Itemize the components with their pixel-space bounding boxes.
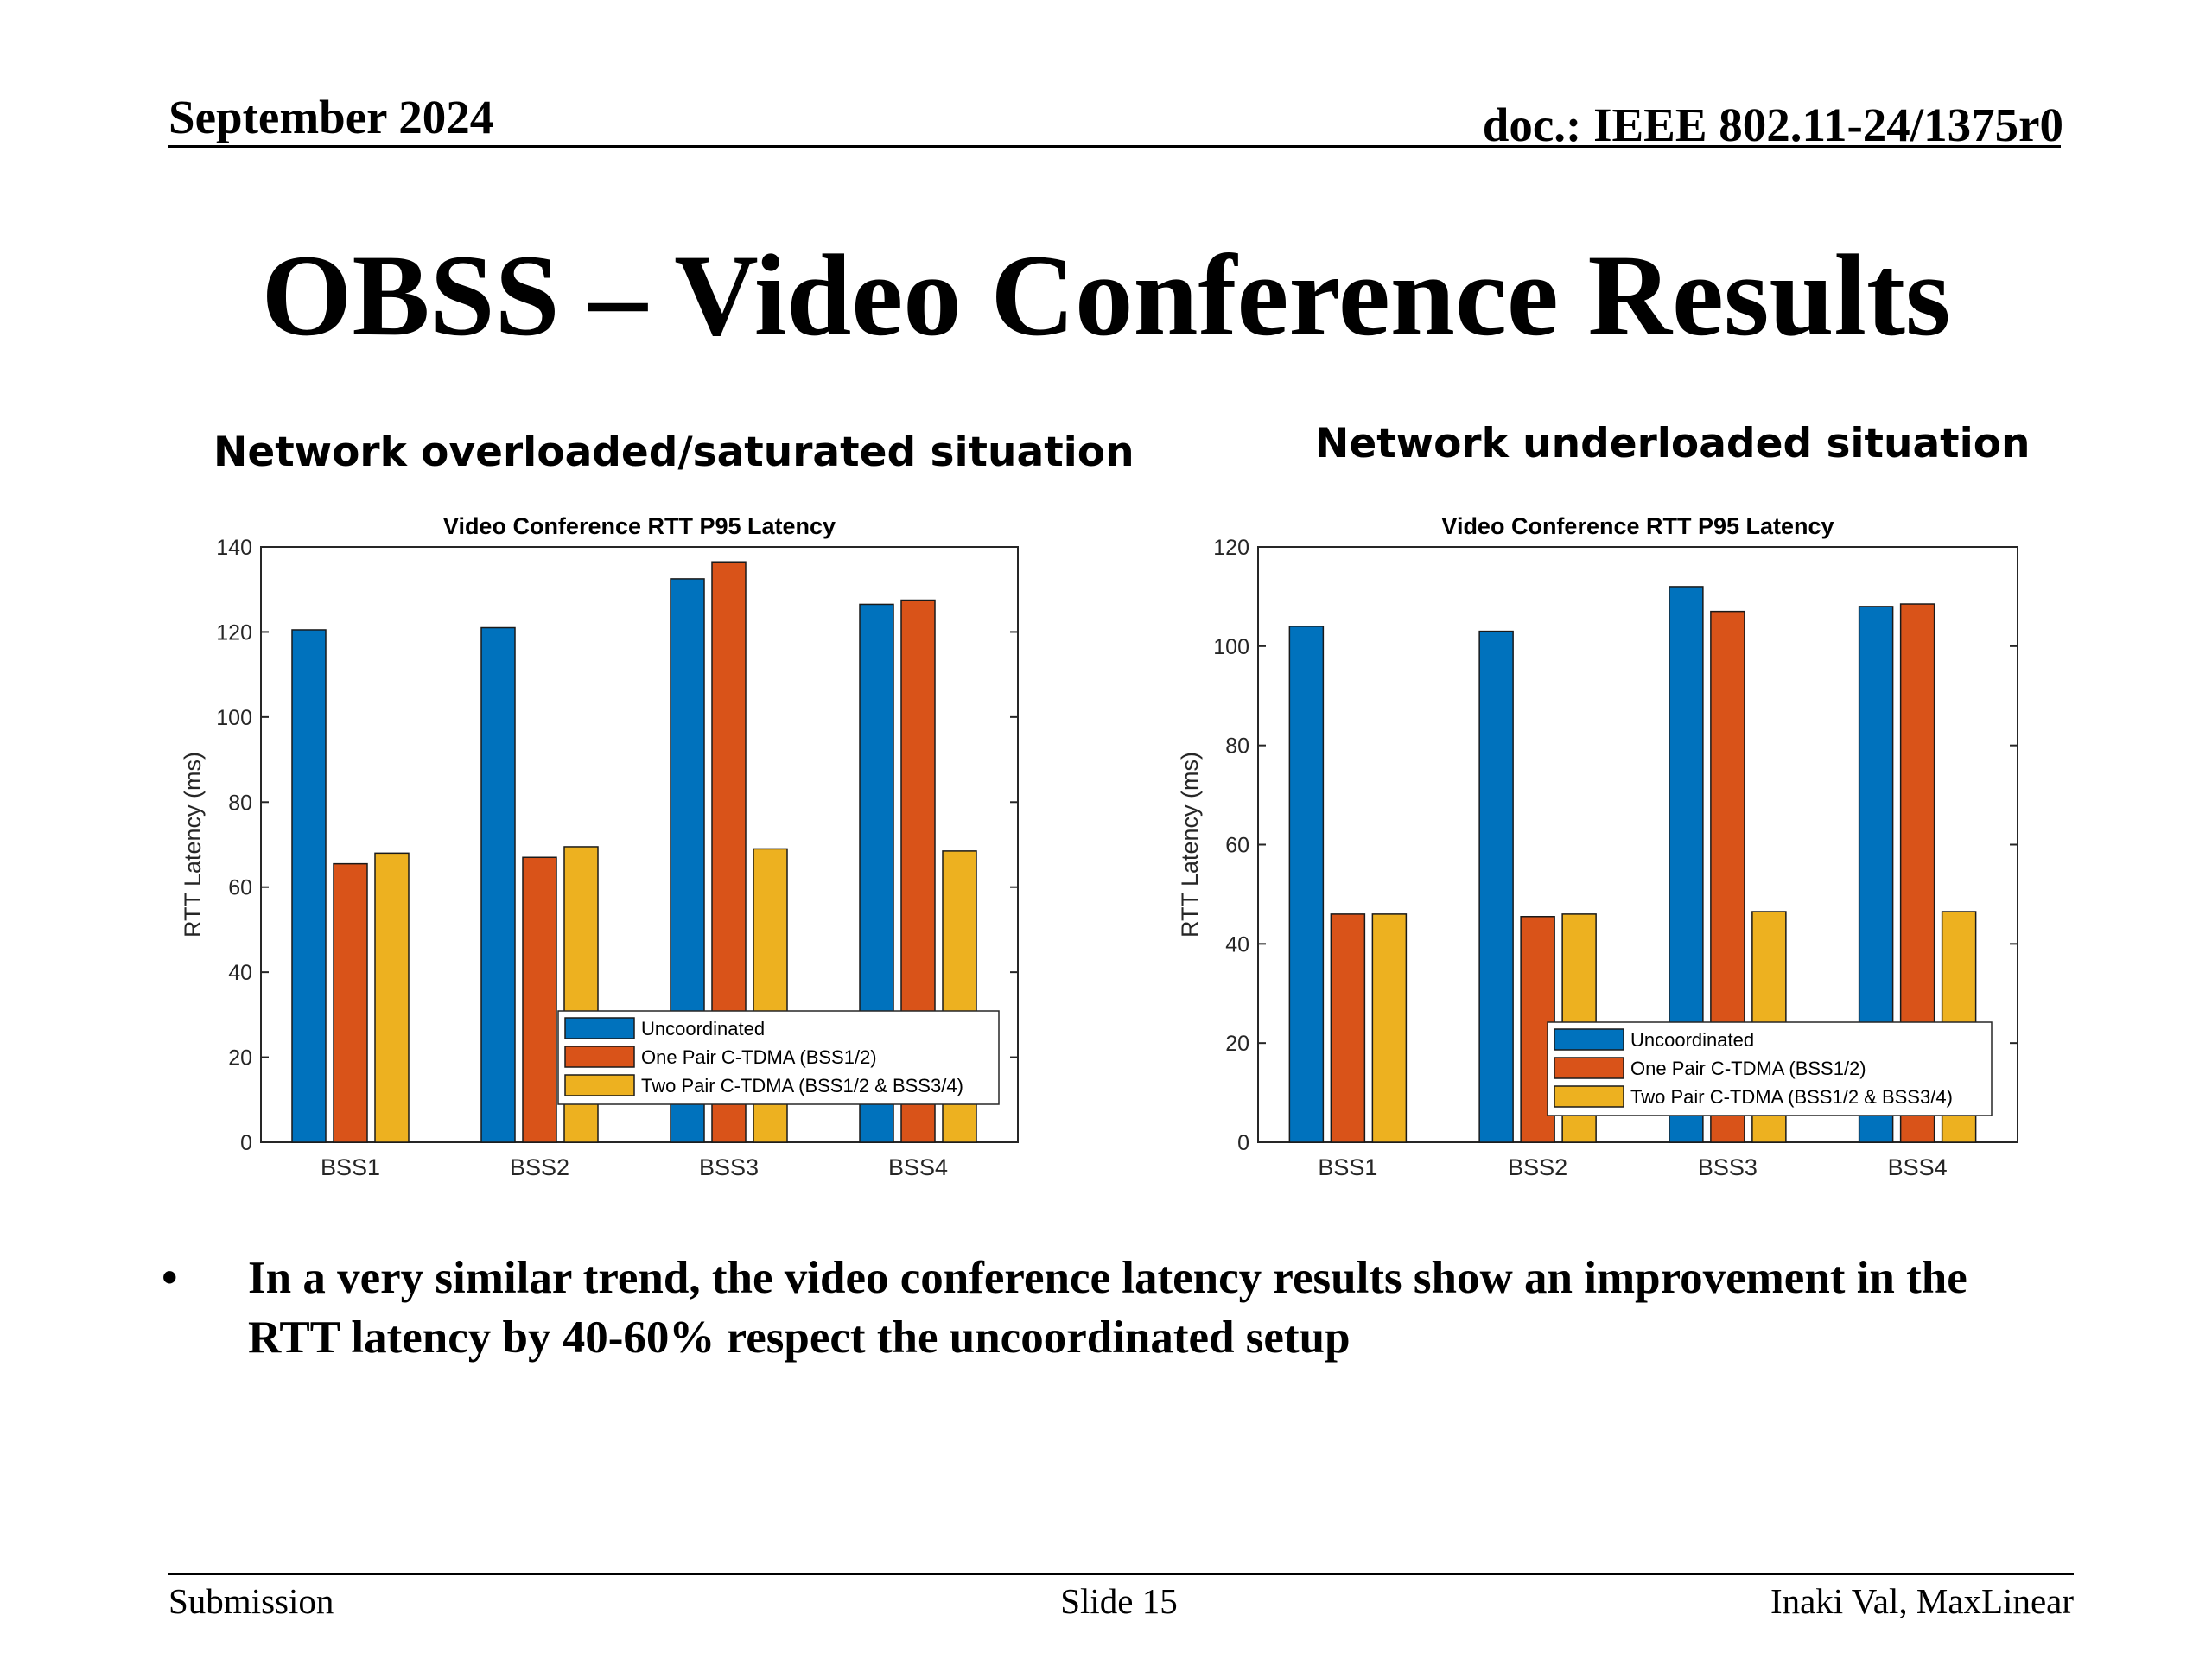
- bar-bss1-series-1: [1288, 626, 1325, 1143]
- y-axis-label: RTT Latency (ms): [180, 752, 206, 938]
- bar-bss1-series-3: [1371, 913, 1408, 1143]
- legend-swatch: [564, 1017, 635, 1039]
- y-axis-label: RTT Latency (ms): [1177, 752, 1203, 938]
- legend-swatch: [1554, 1057, 1624, 1079]
- y-tick-label: 40: [228, 961, 252, 985]
- legend-entry: Uncoordinated: [1630, 1029, 1754, 1051]
- x-tick-label: BSS3: [1698, 1154, 1758, 1180]
- y-tick-label: 120: [216, 620, 252, 645]
- bar-bss1-series-2: [1330, 913, 1366, 1143]
- slide-title: OBSS – Video Conference Results: [261, 232, 1951, 360]
- x-tick-label: BSS2: [510, 1154, 569, 1180]
- chart-title: Video Conference RTT P95 Latency: [1441, 513, 1834, 539]
- y-tick-label: 20: [1225, 1032, 1249, 1056]
- x-tick-label: BSS1: [1318, 1154, 1377, 1180]
- legend-entry: Uncoordinated: [641, 1018, 765, 1039]
- legend-swatch: [1554, 1028, 1624, 1051]
- legend-swatch: [564, 1074, 635, 1096]
- header-date: September 2024: [168, 91, 494, 143]
- y-tick-label: 40: [1225, 932, 1249, 957]
- header-rule: [168, 145, 2061, 148]
- bar-bss1-series-2: [333, 862, 368, 1143]
- y-tick-label: 0: [240, 1131, 252, 1155]
- footer-slide-number: Slide 15: [1060, 1581, 1178, 1621]
- y-tick-label: 80: [1225, 734, 1249, 759]
- bullet-text: In a very similar trend, the video confe…: [248, 1253, 1967, 1363]
- bar-bss2-series-1: [1478, 630, 1514, 1143]
- legend-swatch: [1554, 1085, 1624, 1108]
- x-tick-label: BSS1: [321, 1154, 380, 1180]
- bar-bss2-series-1: [480, 626, 516, 1143]
- x-tick-label: BSS4: [888, 1154, 948, 1180]
- footer-submission: Submission: [168, 1581, 334, 1621]
- y-tick-label: 100: [1213, 635, 1249, 659]
- legend-entry: One Pair C-TDMA (BSS1/2): [1630, 1058, 1866, 1079]
- legend-entry: Two Pair C-TDMA (BSS1/2 & BSS3/4): [641, 1075, 963, 1096]
- legend-entry: One Pair C-TDMA (BSS1/2): [641, 1046, 877, 1068]
- footer-rule: [168, 1573, 2074, 1575]
- y-tick-label: 60: [1225, 834, 1249, 858]
- y-tick-label: 60: [228, 876, 252, 900]
- x-tick-label: BSS3: [699, 1154, 759, 1180]
- y-tick-label: 20: [228, 1046, 252, 1071]
- bar-bss1-series-1: [291, 629, 327, 1143]
- y-tick-label: 0: [1237, 1131, 1249, 1155]
- header-doc-id: doc.: IEEE 802.11-24/1375r0: [1482, 99, 2063, 151]
- footer-author: Inaki Val, MaxLinear: [1770, 1581, 2074, 1621]
- x-tick-label: BSS2: [1508, 1154, 1567, 1180]
- bar-bss1-series-3: [374, 852, 410, 1143]
- subtitle-left: Network overloaded/saturated situation: [213, 429, 1135, 476]
- legend: Uncoordinated One Pair C-TDMA (BSS1/2) Two…: [1547, 1021, 1993, 1116]
- subtitle-right: Network underloaded situation: [1315, 420, 2031, 467]
- y-tick-label: 100: [216, 706, 252, 730]
- charts-canvas: Video Conference RTT P95 Latency 0 20 40 60 8…: [180, 513, 2018, 1180]
- bar-bss2-series-2: [522, 856, 557, 1143]
- chart-1: Video Conference RTT P95 Latency 0 20 40 60 8…: [180, 513, 1019, 1180]
- y-tick-label: 140: [216, 536, 252, 560]
- legend-entry: Two Pair C-TDMA (BSS1/2 & BSS3/4): [1630, 1086, 1953, 1108]
- x-tick-label: BSS4: [1888, 1154, 1948, 1180]
- legend-swatch: [564, 1046, 635, 1068]
- bullet-symbol: •: [162, 1253, 178, 1303]
- legend: Uncoordinated One Pair C-TDMA (BSS1/2) Two…: [557, 1010, 1000, 1105]
- y-tick-label: 120: [1213, 536, 1249, 560]
- y-tick-label: 80: [228, 791, 252, 815]
- chart-title: Video Conference RTT P95 Latency: [443, 513, 836, 539]
- chart-2: Video Conference RTT P95 Latency 0 20 40 60 8…: [1177, 513, 2018, 1180]
